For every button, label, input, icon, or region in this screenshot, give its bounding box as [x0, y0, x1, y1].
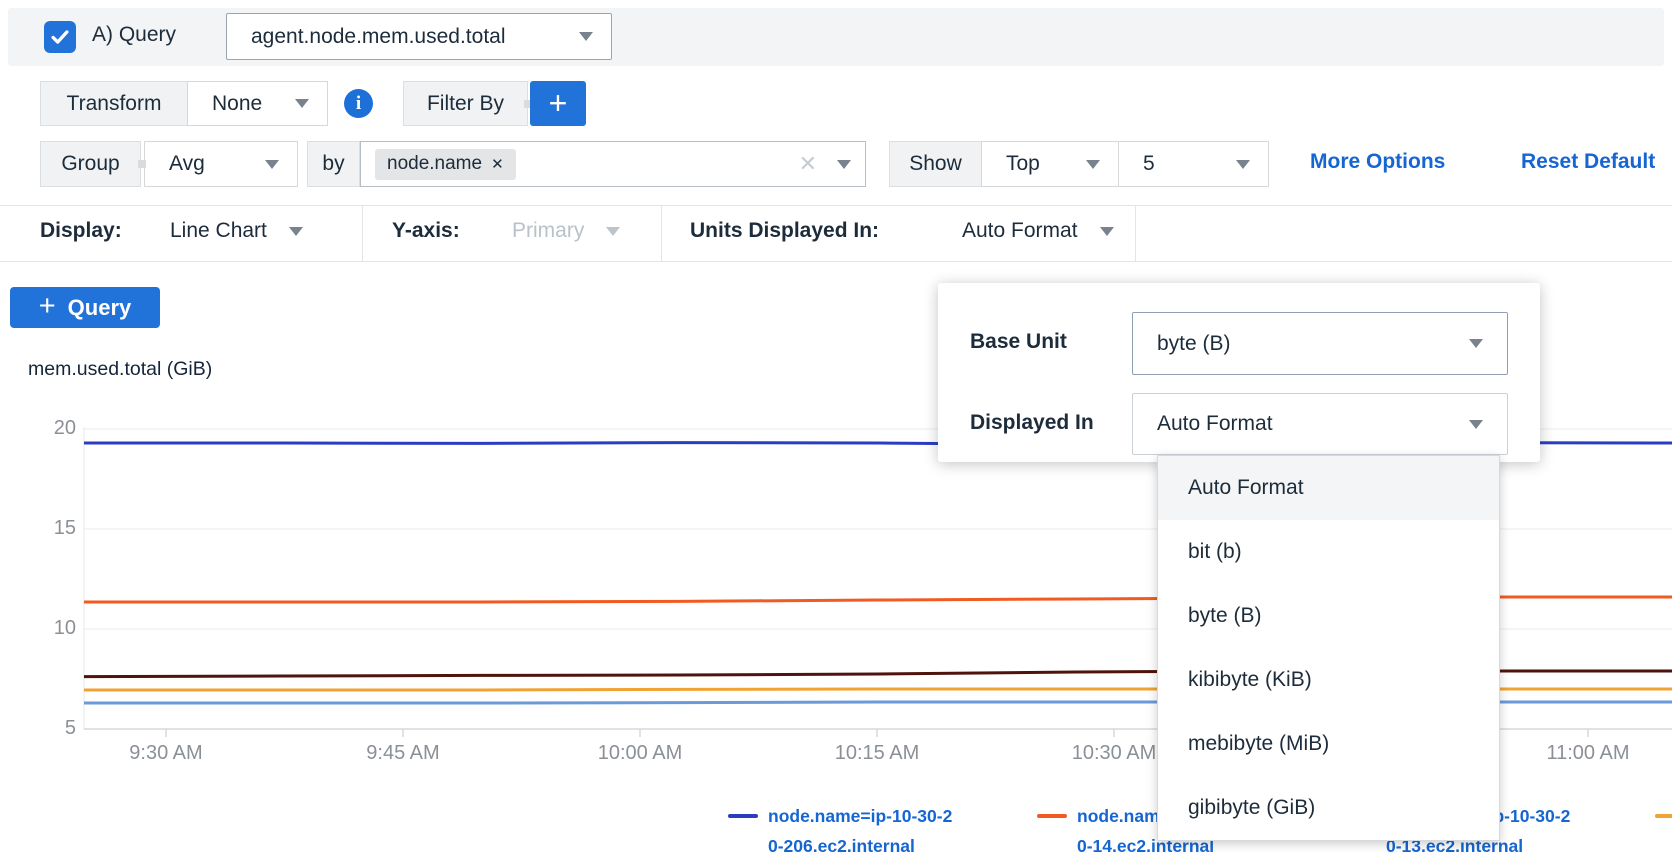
units-label: Units Displayed In:	[690, 219, 879, 243]
chevron-down-icon	[606, 227, 620, 236]
divider-line	[0, 205, 1672, 206]
metric-query-editor: mem.used.total (GiB) 20 15 10 5 9:30 AM 9:45…	[0, 0, 1672, 866]
unit-option[interactable]: kibibyte (KiB)	[1158, 648, 1499, 712]
displayed-in-label: Displayed In	[970, 411, 1094, 435]
metric-select[interactable]: agent.node.mem.used.total	[226, 13, 612, 60]
group-by-input[interactable]: node.name ✕ ✕	[360, 141, 866, 187]
show-label: Show	[889, 141, 982, 187]
add-filter-button[interactable]: +	[530, 81, 586, 126]
base-unit-label2: Base Unit	[970, 330, 1067, 354]
chevron-down-icon	[289, 227, 303, 236]
info-icon[interactable]: i	[344, 89, 373, 118]
add-query-label: Query	[68, 295, 132, 321]
add-query-button[interactable]: + Query	[10, 287, 160, 328]
chevron-down-icon	[1469, 420, 1483, 429]
plus-icon: +	[39, 290, 56, 323]
filter-by-button[interactable]: Filter By	[403, 81, 528, 126]
x-tick-label: 10:00 AM	[570, 742, 710, 765]
unit-option[interactable]: byte (B)	[1158, 584, 1499, 648]
chart-y-axis-title: mem.used.total (GiB)	[28, 358, 212, 381]
reset-default-link[interactable]: Reset Default	[1521, 150, 1655, 174]
y-tick-label: 10	[20, 617, 76, 640]
show-mode-select[interactable]: Top	[981, 141, 1119, 187]
legend-label: node.name=ip-10-30-20-206.ec2.internal	[768, 801, 952, 861]
legend-item[interactable]	[1655, 801, 1672, 818]
group-label: Group	[40, 141, 141, 187]
chevron-down-icon	[1236, 160, 1250, 169]
remove-tag-icon[interactable]: ✕	[491, 155, 504, 173]
units-dropdown-list: Auto Formatbit (b)byte (B)kibibyte (KiB)…	[1157, 455, 1500, 841]
show-count-value: 5	[1143, 152, 1155, 176]
base-unit-select[interactable]: byte (B)	[1132, 312, 1508, 375]
chevron-down-icon	[579, 32, 593, 41]
transform-label: Transform	[40, 81, 188, 126]
more-options-link[interactable]: More Options	[1310, 150, 1445, 174]
unit-option[interactable]: mebibyte (MiB)	[1158, 712, 1499, 776]
chart-type-select[interactable]: Line Chart	[170, 219, 303, 243]
aggregation-select-value: Avg	[169, 152, 205, 176]
yaxis-label: Y-axis:	[392, 219, 460, 243]
metric-select-value: agent.node.mem.used.total	[251, 25, 506, 49]
base-unit-value: byte (B)	[1157, 332, 1231, 356]
show-mode-value: Top	[1006, 152, 1040, 176]
units-select[interactable]: Auto Format	[962, 219, 1114, 243]
legend-dash-icon	[1037, 814, 1067, 818]
chevron-down-icon	[1100, 227, 1114, 236]
vertical-divider	[362, 206, 363, 261]
unit-option[interactable]: bit (b)	[1158, 520, 1499, 584]
x-tick-label: 9:45 AM	[333, 742, 473, 765]
chevron-down-icon	[295, 99, 309, 108]
aggregation-select[interactable]: Avg	[144, 141, 298, 187]
display-label: Display:	[40, 219, 122, 243]
query-label: A) Query	[92, 23, 176, 47]
chevron-down-icon[interactable]	[837, 160, 851, 169]
x-tick-label: 10:15 AM	[807, 742, 947, 765]
yaxis-select-disabled: Primary	[512, 219, 620, 243]
x-tick-label: 9:30 AM	[96, 742, 236, 765]
query-enabled-checkbox[interactable]	[44, 21, 76, 53]
by-label: by	[307, 141, 360, 187]
chart-type-value: Line Chart	[170, 219, 267, 243]
checkmark-icon	[49, 26, 71, 48]
clear-input-icon[interactable]: ✕	[799, 151, 817, 177]
y-tick-label: 20	[20, 417, 76, 440]
divider-line	[0, 261, 1672, 262]
yaxis-value: Primary	[512, 219, 584, 243]
legend-dash-icon	[1655, 814, 1672, 818]
y-tick-label: 15	[20, 517, 76, 540]
vertical-divider	[661, 206, 662, 261]
displayed-in-select[interactable]: Auto Format	[1132, 393, 1508, 455]
displayed-in-value: Auto Format	[1157, 412, 1273, 436]
vertical-divider	[1135, 206, 1136, 261]
chevron-down-icon	[265, 160, 279, 169]
tag-chip-label: node.name	[387, 153, 482, 175]
units-popup: Base Unit Base Unit byte (B) Displayed I…	[938, 283, 1540, 462]
connector-line	[138, 160, 146, 168]
show-count-select[interactable]: 5	[1118, 141, 1269, 187]
units-value: Auto Format	[962, 219, 1078, 243]
legend-item[interactable]: node.name=ip-10-30-20-206.ec2.internal	[728, 801, 952, 861]
group-by-tag-chip[interactable]: node.name ✕	[375, 149, 516, 180]
unit-option[interactable]: Auto Format	[1158, 456, 1499, 520]
x-tick-label: 11:00 AM	[1518, 742, 1658, 765]
unit-option[interactable]: gibibyte (GiB)	[1158, 776, 1499, 840]
transform-select-value: None	[212, 92, 262, 116]
transform-select[interactable]: None	[187, 81, 328, 126]
chevron-down-icon	[1469, 339, 1483, 348]
legend-dash-icon	[728, 814, 758, 818]
y-tick-label: 5	[20, 717, 76, 740]
chevron-down-icon	[1086, 160, 1100, 169]
